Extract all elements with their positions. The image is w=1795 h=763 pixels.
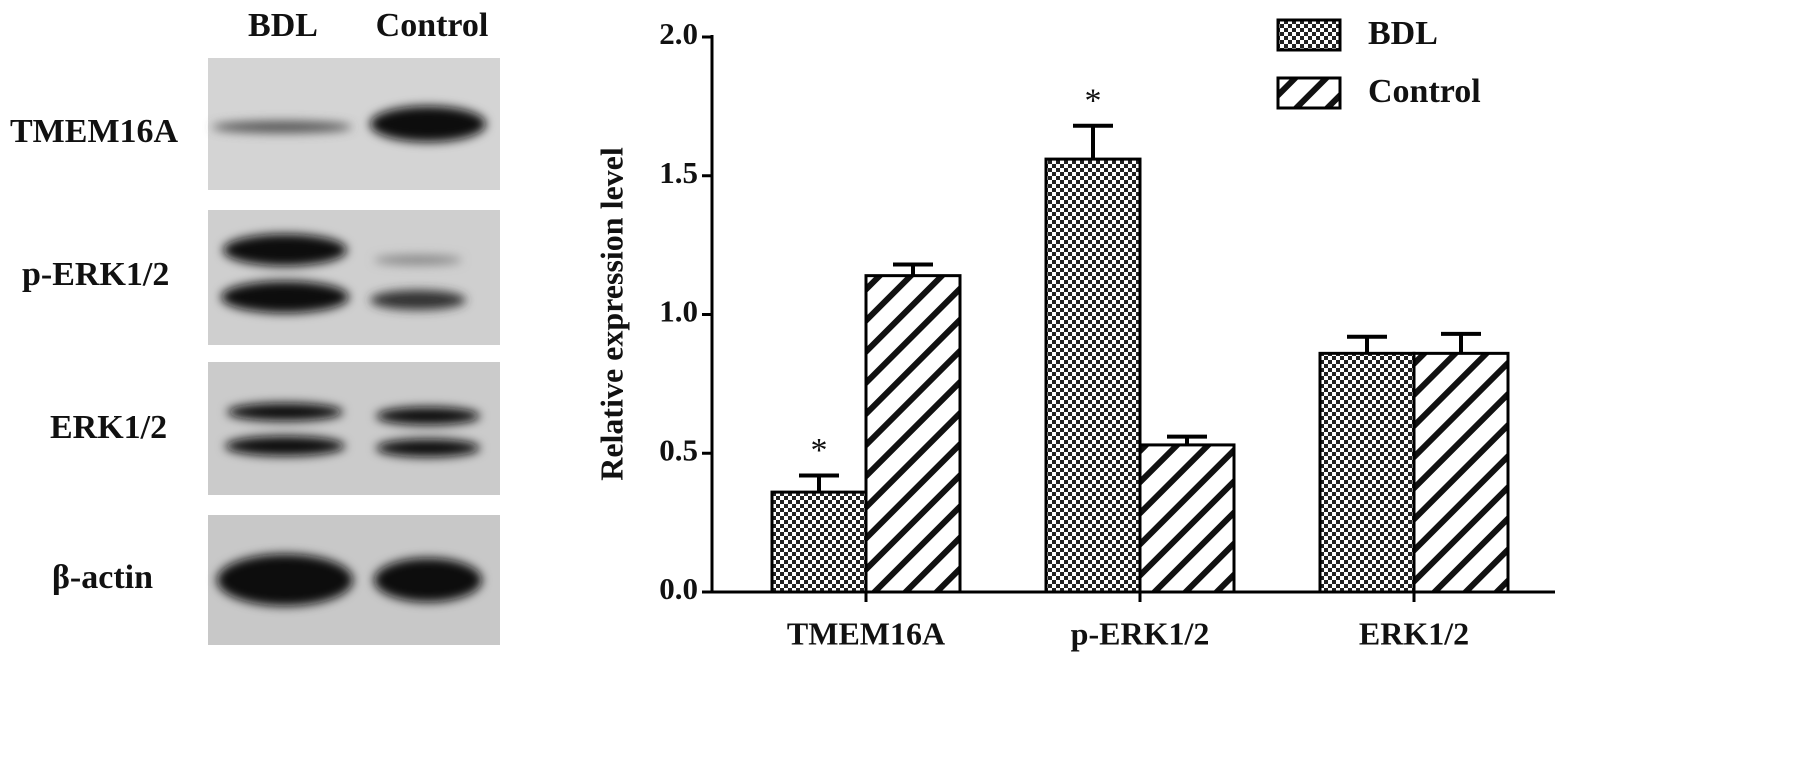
row-label: ERK1/2: [50, 409, 167, 446]
bar: [1318, 351, 1416, 594]
legend-label: BDL: [1368, 15, 1438, 52]
row-label: TMEM16A: [10, 113, 179, 150]
y-axis-label: Relative expression level: [593, 147, 629, 481]
x-tick-label: TMEM16A: [787, 615, 945, 651]
lane-label: BDL: [248, 7, 318, 44]
row-label: β-actin: [52, 559, 153, 596]
legend-swatch: [1276, 18, 1342, 52]
blot-panel: [208, 362, 500, 495]
plot: 0.0 0.5 1.0 1.5 2.0 TMEM16A * p-ERK1/2 * ERK1/2 BD…: [659, 15, 1555, 651]
lane-label: Control: [376, 7, 489, 44]
legend-swatch: [1276, 76, 1342, 110]
x-tick-label: ERK1/2: [1359, 615, 1469, 651]
row-label: p-ERK1/2: [22, 256, 169, 293]
blot: BDL Control TMEM16A p-ERK1/2 ERK1/2 β-ac…: [10, 7, 500, 645]
bar: [864, 274, 962, 594]
y-tick-label: 1.5: [659, 155, 698, 190]
annotation: *: [1085, 83, 1102, 120]
bar: [770, 490, 868, 594]
bands: [212, 106, 486, 606]
legend-label: Control: [1368, 73, 1481, 110]
bar: [1412, 351, 1510, 594]
y-tick-label: 2.0: [659, 16, 698, 51]
blot-panel: [208, 210, 500, 345]
y-tick-label: 1.0: [659, 294, 698, 329]
bar: [1044, 157, 1142, 594]
annotation: *: [811, 432, 828, 469]
y-tick-label: 0.5: [659, 432, 698, 467]
y-tick-label: 0.0: [659, 571, 698, 606]
bar: [1138, 443, 1236, 594]
x-tick-label: p-ERK1/2: [1071, 615, 1210, 651]
